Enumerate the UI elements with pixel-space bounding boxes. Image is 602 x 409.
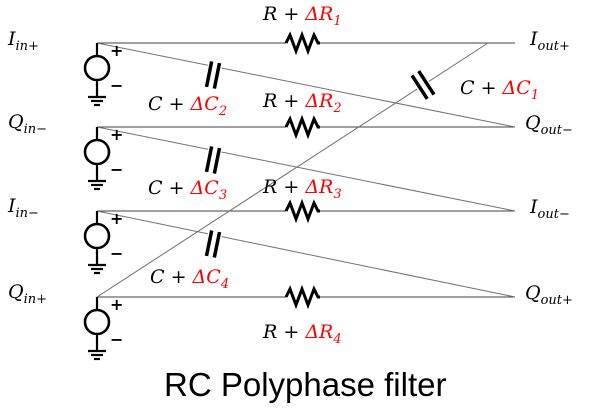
wire-cap3-branch (96, 126, 516, 212)
capacitor-labels: C + ΔC1 C + ΔC2 C + ΔC3 C + ΔC4 (148, 77, 539, 292)
output-labels: Iout+ Qout− Iout− Qout+ (525, 28, 573, 308)
input-labels: Iin+ Qin− Iin− Qin+ (7, 28, 47, 307)
capacitor-label-4: C + ΔC4 (150, 266, 229, 292)
capacitor-symbol-1 (408, 68, 438, 102)
plus-sign: + (110, 41, 123, 60)
minus-sign: − (110, 244, 123, 263)
resistor-label-1: R + ΔR1 (262, 3, 342, 29)
input-label-i-in-minus: Iin− (7, 195, 39, 221)
wire-cap1-branch (96, 42, 489, 298)
resistor-label-2: R + ΔR2 (262, 90, 342, 116)
voltage-source-4: + − (83, 295, 123, 361)
resistor-symbol-3 (284, 198, 320, 224)
input-label-i-in-plus: Iin+ (7, 28, 39, 54)
output-label-q-out-minus: Qout− (525, 112, 573, 138)
voltage-source-1: + − (83, 41, 123, 107)
capacitor-symbols (203, 59, 438, 260)
capacitor-symbol-2 (203, 59, 223, 91)
wire-cap4-branch (96, 210, 516, 298)
wire-cap2-branch (96, 42, 516, 128)
capacitor-label-2: C + ΔC2 (148, 93, 227, 119)
output-label-i-out-plus: Iout+ (529, 28, 570, 54)
capacitor-symbol-4 (203, 228, 223, 260)
sources: + − + − + − (83, 41, 123, 361)
resistor-symbol-4 (284, 284, 320, 310)
plus-sign: + (110, 209, 123, 228)
resistor-symbol-2 (284, 114, 320, 140)
output-label-i-out-minus: Iout− (529, 196, 570, 222)
voltage-source-3: + − (83, 209, 123, 275)
minus-sign: − (110, 160, 123, 179)
capacitor-label-3: C + ΔC3 (148, 177, 227, 203)
resistor-label-4: R + ΔR4 (262, 321, 342, 347)
plus-sign: + (110, 295, 123, 314)
capacitor-label-1: C + ΔC1 (460, 77, 539, 103)
resistor-symbols (284, 30, 320, 310)
input-label-q-in-minus: Qin− (8, 111, 47, 137)
capacitor-symbol-3 (203, 144, 223, 176)
resistor-labels: R + ΔR1 R + ΔR2 R + ΔR3 R + ΔR4 (262, 3, 342, 347)
resistor-label-3: R + ΔR3 (262, 176, 342, 202)
minus-sign: − (110, 330, 123, 349)
minus-sign: − (110, 76, 123, 95)
wires (96, 42, 516, 298)
voltage-source-2: + − (83, 125, 123, 191)
output-label-q-out-plus: Qout+ (525, 282, 573, 308)
plus-sign: + (110, 125, 123, 144)
resistor-symbol-1 (284, 30, 320, 56)
input-label-q-in-plus: Qin+ (8, 281, 47, 307)
diagram-caption: RC Polyphase filter (164, 366, 446, 403)
